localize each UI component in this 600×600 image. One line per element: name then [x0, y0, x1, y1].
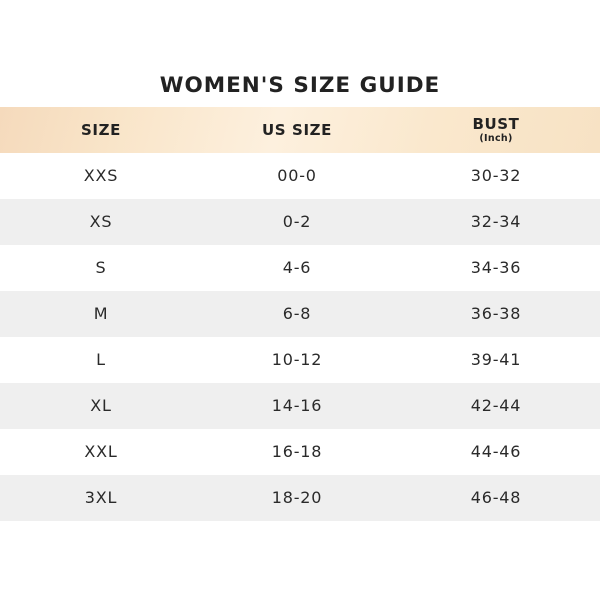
- table-row: XS 0-2 32-34: [0, 199, 600, 245]
- table-row: XL 14-16 42-44: [0, 383, 600, 429]
- cell-bust: 32-34: [470, 212, 522, 231]
- cell-us-size: 4-6: [282, 258, 312, 277]
- table-row: M 6-8 36-38: [0, 291, 600, 337]
- column-header-bust-label: BUST: [472, 114, 520, 133]
- cell-bust: 30-32: [470, 166, 522, 185]
- cell-bust: 46-48: [470, 488, 522, 507]
- cell-us-size: 18-20: [271, 488, 323, 507]
- cell-size: XXL: [84, 442, 118, 461]
- table-row: XXS 00-0 30-32: [0, 153, 600, 199]
- column-header-bust: BUST (Inch): [392, 114, 600, 144]
- cell-us-size: 16-18: [271, 442, 323, 461]
- cell-size: 3XL: [84, 488, 118, 507]
- size-table: SIZE US SIZE BUST (Inch) XXS 00-0 30-32 …: [0, 107, 600, 521]
- column-header-bust-unit: (Inch): [479, 132, 513, 144]
- cell-size: XS: [89, 212, 113, 231]
- cell-bust: 39-41: [470, 350, 522, 369]
- page-title: WOMEN'S SIZE GUIDE: [159, 73, 441, 98]
- table-row: S 4-6 34-36: [0, 245, 600, 291]
- column-header-us-size: US SIZE: [262, 120, 332, 139]
- cell-bust: 44-46: [470, 442, 522, 461]
- cell-us-size: 6-8: [282, 304, 312, 323]
- cell-bust: 42-44: [470, 396, 522, 415]
- cell-us-size: 10-12: [271, 350, 323, 369]
- cell-size: XL: [90, 396, 112, 415]
- cell-size: M: [93, 304, 109, 323]
- table-header-row: SIZE US SIZE BUST (Inch): [0, 107, 600, 153]
- column-header-size: SIZE: [81, 120, 121, 139]
- cell-size: L: [96, 350, 106, 369]
- table-row: XXL 16-18 44-46: [0, 429, 600, 475]
- cell-us-size: 0-2: [282, 212, 312, 231]
- cell-size: S: [95, 258, 107, 277]
- table-row: 3XL 18-20 46-48: [0, 475, 600, 521]
- cell-us-size: 14-16: [271, 396, 323, 415]
- table-body: XXS 00-0 30-32 XS 0-2 32-34 S 4-6 34-36 …: [0, 153, 600, 521]
- cell-bust: 34-36: [470, 258, 522, 277]
- cell-size: XXS: [83, 166, 119, 185]
- table-row: L 10-12 39-41: [0, 337, 600, 383]
- cell-us-size: 00-0: [277, 166, 317, 185]
- cell-bust: 36-38: [470, 304, 522, 323]
